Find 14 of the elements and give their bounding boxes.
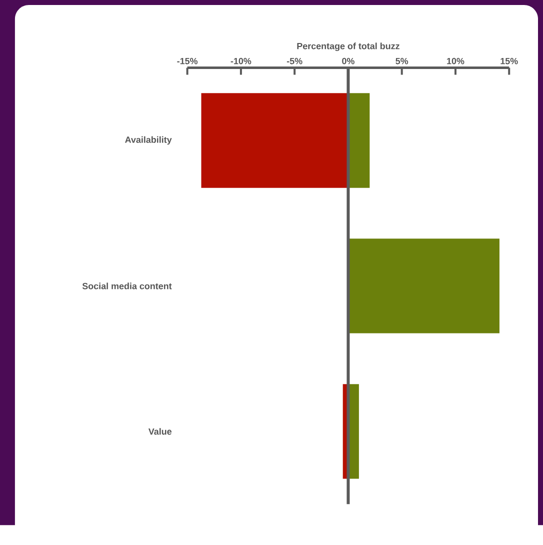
y-tick-label: Value	[148, 428, 172, 435]
x-axis-title: Percentage of total buzz	[297, 42, 400, 52]
x-tick-label: -5%	[286, 58, 302, 64]
x-tick-label: 15%	[500, 58, 518, 64]
x-tick-label: 10%	[447, 58, 464, 64]
bar	[201, 93, 348, 188]
bar	[348, 93, 370, 188]
x-tick-label: -10%	[230, 58, 252, 64]
x-tick-label: 5%	[396, 58, 408, 64]
y-tick-label: Availability	[125, 136, 172, 145]
x-tick-label: -15%	[177, 58, 198, 64]
y-tick-label: Social media content	[82, 282, 172, 290]
bar	[348, 238, 500, 334]
x-tick-label: 0%	[342, 58, 354, 64]
